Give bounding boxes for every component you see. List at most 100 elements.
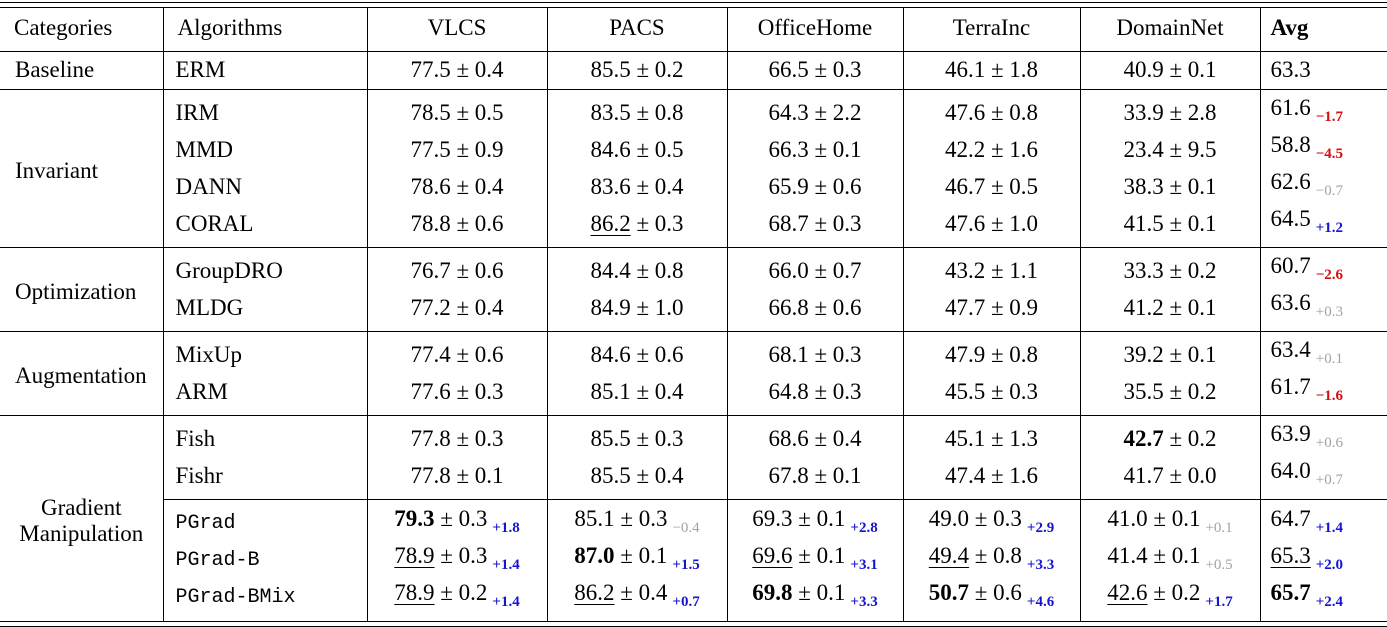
score-std: ± 0.1 (792, 506, 846, 531)
score-std: ± 0.1 (1147, 543, 1201, 568)
value-cell-officehome: 65.9 ± 0.6 (726, 168, 903, 205)
table-header: Categories Algorithms VLCS PACS OfficeHo… (0, 8, 1387, 52)
value-cell-officehome: 68.7 ± 0.3 (726, 205, 903, 248)
section-augmentation: Augmentation MixUp 77.4 ± 0.6 84.6 ± 0.6 68.… (0, 331, 1387, 416)
score-std: ± 0.4 (450, 294, 504, 320)
algorithm-cell: PGrad-B (162, 542, 367, 579)
table-row: Gradient Manipulation Fish 77.8 ± 0.3 85.5 … (0, 415, 1387, 621)
table-row: ARM 77.6 ± 0.3 85.1 ± 0.4 64.8 ± 0.3 45.5 ± … (0, 373, 1387, 416)
table-row: Fishr 77.8 ± 0.1 85.5 ± 0.4 67.8 ± 0.1 47.4 … (0, 457, 1387, 500)
score-std: ± 0.2 (1163, 425, 1217, 451)
score-std: ± 0.3 (985, 378, 1039, 404)
score-delta: +2.9 (1026, 520, 1055, 536)
algorithm-cell: DANN (162, 168, 367, 205)
score-std: ± 0.8 (985, 99, 1039, 125)
section-invariant: Invariant IRM 78.5 ± 0.5 83.5 ± 0.8 64.3 ± 2… (0, 89, 1387, 248)
results-table: Categories Algorithms VLCS PACS OfficeHo… (0, 8, 1387, 621)
algorithm-cell: PGrad (162, 499, 367, 542)
score-delta: +3.3 (850, 594, 878, 610)
table-row: DANN 78.6 ± 0.4 83.6 ± 0.4 65.9 ± 0.6 46.7 ±… (0, 168, 1387, 205)
value-cell-officehome: 67.8 ± 0.1 (726, 457, 903, 500)
score-value: 69.3 (752, 506, 793, 531)
score-delta: +1.4 (492, 594, 520, 610)
score-value: 83.5 (590, 99, 631, 125)
value-cell-vlcs: 78.8 ± 0.6 (366, 205, 547, 248)
score-std: ± 0.3 (808, 210, 862, 236)
score-std: ± 0.4 (614, 580, 668, 605)
score-value: 85.1 (590, 378, 631, 404)
algorithm-cell: Fish (162, 415, 367, 457)
column-header-pacs: PACS (546, 8, 727, 52)
score-delta: +3.3 (1026, 557, 1055, 573)
score-std: ± 0.3 (450, 425, 504, 451)
table-row: MMD 77.5 ± 0.9 84.6 ± 0.5 66.3 ± 0.1 42.2 ± … (0, 131, 1387, 168)
avg-value: 61.6 (1270, 95, 1311, 120)
score-std: ± 0.1 (1163, 57, 1217, 82)
column-header-officehome: OfficeHome (726, 8, 903, 52)
value-cell-pacs: 85.5 ± 0.3 (546, 415, 727, 457)
value-cell-officehome: 66.8 ± 0.6 (726, 289, 903, 332)
value-cell-vlcs: 79.3 ± 0.3 +1.8 (366, 499, 547, 542)
value-cell-vlcs: 77.5 ± 0.4 (366, 51, 547, 90)
value-cell-pacs: 84.4 ± 0.8 (546, 247, 727, 289)
score-value: 64.3 (768, 99, 809, 125)
section-baseline: Baseline ERM 77.5 ± 0.4 85.5 ± 0.2 66.5 ± 0.… (0, 51, 1387, 90)
score-std: ± 0.7 (808, 257, 862, 283)
value-cell-pacs: 85.5 ± 0.2 (546, 51, 727, 90)
avg-cell: 61.7 −1.6 (1259, 373, 1387, 416)
table-row: MLDG 77.2 ± 0.4 84.9 ± 1.0 66.8 ± 0.6 47.7 ±… (0, 289, 1387, 332)
value-cell-pacs: 85.1 ± 0.3 −0.4 (546, 499, 727, 542)
score-value: 77.8 (410, 462, 451, 488)
avg-delta: −0.7 (1315, 183, 1343, 199)
score-value: 40.9 (1123, 57, 1164, 82)
avg-cell: 61.6 −1.7 (1259, 89, 1387, 131)
algorithm-cell: CORAL (162, 205, 367, 248)
score-delta: +1.4 (492, 557, 520, 573)
value-cell-terrainc: 47.9 ± 0.8 (902, 331, 1080, 373)
score-std: ± 1.6 (985, 136, 1039, 162)
score-delta: +1.5 (672, 557, 700, 573)
score-value: 66.8 (768, 294, 809, 320)
score-value: 66.3 (768, 136, 809, 162)
value-cell-pacs: 84.6 ± 0.6 (546, 331, 727, 373)
score-value: 69.6 (752, 543, 793, 568)
value-cell-pacs: 85.5 ± 0.4 (546, 457, 727, 500)
avg-delta: +2.0 (1315, 557, 1344, 573)
score-value: 46.7 (944, 173, 986, 199)
value-cell-terrainc: 43.2 ± 1.1 (902, 247, 1080, 289)
value-cell-terrainc: 47.6 ± 0.8 (902, 89, 1080, 131)
value-cell-officehome: 64.3 ± 2.2 (726, 89, 903, 131)
score-std: ± 0.1 (1163, 210, 1217, 236)
score-value: 41.0 (1107, 506, 1148, 531)
avg-cell: 63.9 +0.6 (1259, 415, 1387, 457)
score-std: ± 0.6 (450, 341, 504, 367)
algorithm-cell: MixUp (162, 331, 367, 373)
avg-cell: 60.7 −2.6 (1259, 247, 1387, 289)
score-delta: +1.8 (492, 520, 520, 536)
header-row: Categories Algorithms VLCS PACS OfficeHo… (0, 8, 1387, 52)
avg-cell: 58.8 −4.5 (1259, 131, 1387, 168)
score-value: 46.1 (944, 57, 986, 82)
table-row: PGrad-BMix 78.9 ± 0.2 +1.4 86.2 ± 0.4 +0.7 69… (0, 579, 1387, 621)
avg-cell: 63.4 +0.1 (1259, 331, 1387, 373)
score-value: 47.4 (944, 462, 986, 488)
value-cell-terrainc: 47.4 ± 1.6 (902, 457, 1080, 500)
score-value: 47.6 (944, 99, 986, 125)
score-value: 76.7 (410, 257, 451, 283)
score-std: ± 0.8 (630, 257, 684, 283)
score-std: ± 0.3 (808, 378, 862, 404)
score-delta: +1.7 (1205, 594, 1233, 610)
score-value: 69.8 (752, 580, 793, 605)
score-value: 85.5 (590, 462, 631, 488)
score-value: 35.5 (1123, 378, 1164, 404)
score-std: ± 0.5 (450, 99, 504, 125)
score-std: ± 0.0 (1163, 462, 1217, 488)
score-std: ± 0.1 (1163, 341, 1217, 367)
score-value: 83.6 (590, 173, 631, 199)
score-value: 77.6 (410, 378, 451, 404)
table-row: Augmentation MixUp 77.4 ± 0.6 84.6 ± 0.6 68.… (0, 331, 1387, 416)
algorithm-cell: PGrad-BMix (162, 579, 367, 621)
score-std: ± 0.1 (792, 580, 846, 605)
score-value: 77.5 (410, 136, 451, 162)
score-value: 77.4 (410, 341, 451, 367)
